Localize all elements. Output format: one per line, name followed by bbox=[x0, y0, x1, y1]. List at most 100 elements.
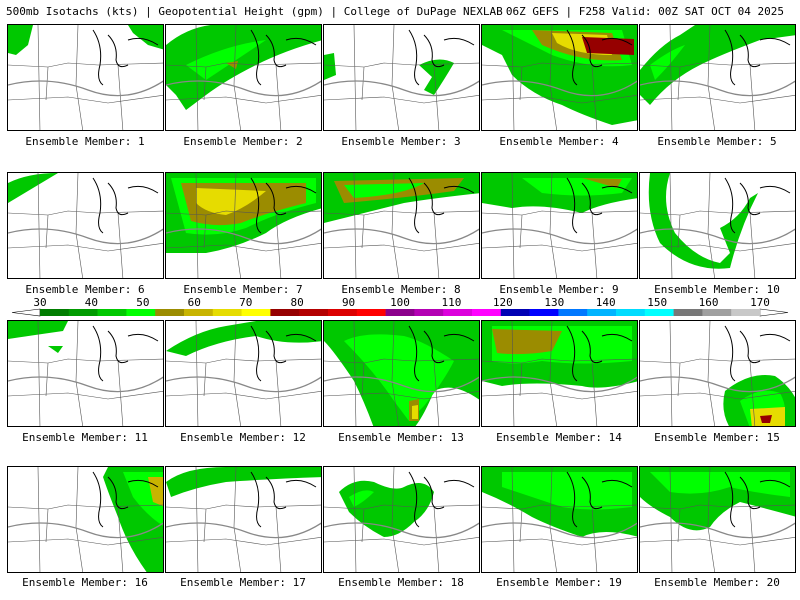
isotach-shading bbox=[349, 490, 374, 507]
ensemble-map-panel bbox=[639, 466, 796, 573]
state-borders bbox=[482, 25, 637, 130]
state-borders bbox=[8, 467, 163, 572]
colorbar-segment bbox=[616, 309, 646, 316]
great-lakes-coastline bbox=[250, 177, 317, 234]
ensemble-member-label: Ensemble Member: 18 bbox=[338, 576, 464, 589]
isotach-shading bbox=[648, 173, 758, 269]
colorbar-segment bbox=[212, 309, 242, 316]
ensemble-map-panel bbox=[165, 24, 322, 131]
map-svg bbox=[8, 467, 163, 572]
colorbar-segment bbox=[731, 309, 761, 316]
colorbar-segment bbox=[299, 309, 329, 316]
colorbar-segment bbox=[40, 309, 70, 316]
great-lakes-coastline bbox=[408, 29, 475, 86]
colorbar-segment bbox=[155, 309, 185, 316]
state-borders bbox=[8, 25, 163, 130]
map-svg bbox=[482, 25, 637, 130]
colorbar-tick-label: 80 bbox=[291, 296, 304, 309]
ensemble-member-label: Ensemble Member: 1 bbox=[25, 135, 145, 148]
great-lakes-coastline bbox=[724, 471, 791, 528]
map-title: 500mb Isotachs (kts) | Geopotential Heig… bbox=[6, 5, 503, 18]
state-borders bbox=[324, 467, 479, 572]
colorbar-segment bbox=[241, 309, 271, 316]
ensemble-map-panel bbox=[7, 172, 164, 279]
isotach-shading bbox=[166, 321, 321, 356]
colorbar-high-arrow bbox=[759, 308, 789, 317]
colorbar-segment bbox=[500, 309, 530, 316]
isotach-shading bbox=[492, 329, 562, 355]
great-lakes-coastline bbox=[724, 177, 791, 234]
great-lakes-coastline bbox=[250, 325, 317, 382]
height-contour bbox=[8, 80, 163, 97]
isotach-shading bbox=[502, 472, 632, 510]
great-lakes-coastline bbox=[250, 29, 317, 86]
colorbar-tick-label: 60 bbox=[188, 296, 201, 309]
colorbar-segment bbox=[356, 309, 386, 316]
isotach-shading bbox=[148, 477, 163, 507]
great-lakes-coastline bbox=[92, 325, 159, 382]
state-borders bbox=[166, 173, 321, 278]
map-svg bbox=[166, 467, 321, 572]
height-contour bbox=[8, 376, 163, 393]
ensemble-map-panel bbox=[165, 466, 322, 573]
isotach-shading bbox=[650, 472, 790, 497]
state-borders bbox=[166, 25, 321, 130]
ensemble-member-label: Ensemble Member: 11 bbox=[22, 431, 148, 444]
colorbar-segment bbox=[558, 309, 588, 316]
ensemble-member-label: Ensemble Member: 19 bbox=[496, 576, 622, 589]
ensemble-member-label: Ensemble Member: 12 bbox=[180, 431, 306, 444]
height-contour bbox=[166, 376, 321, 393]
map-svg bbox=[166, 25, 321, 130]
isotach-shading bbox=[48, 346, 63, 353]
colorbar-segment bbox=[702, 309, 732, 316]
great-lakes-coastline bbox=[92, 177, 159, 234]
great-lakes-coastline bbox=[92, 471, 159, 528]
isotach-shading bbox=[128, 25, 163, 50]
ensemble-member-label: Ensemble Member: 6 bbox=[25, 283, 145, 296]
colorbar-segment bbox=[68, 309, 98, 316]
map-svg bbox=[482, 321, 637, 426]
ensemble-member-label: Ensemble Member: 14 bbox=[496, 431, 622, 444]
colorbar-tick-label: 130 bbox=[544, 296, 564, 309]
ensemble-map-panel bbox=[323, 172, 480, 279]
map-svg bbox=[8, 173, 163, 278]
height-contour bbox=[8, 228, 163, 245]
isotach-shading bbox=[344, 334, 454, 421]
ensemble-member-label: Ensemble Member: 13 bbox=[338, 431, 464, 444]
isotach-shading bbox=[339, 480, 434, 537]
colorbar-tick-label: 110 bbox=[441, 296, 461, 309]
map-svg bbox=[324, 173, 479, 278]
great-lakes-coastline bbox=[408, 177, 475, 234]
ensemble-member-label: Ensemble Member: 5 bbox=[657, 135, 777, 148]
state-borders bbox=[8, 173, 163, 278]
height-contour bbox=[166, 80, 321, 97]
height-contour bbox=[8, 522, 163, 539]
height-contour bbox=[640, 80, 795, 97]
ensemble-map-panel bbox=[7, 466, 164, 573]
colorbar-tick-label: 40 bbox=[85, 296, 98, 309]
height-contour bbox=[482, 376, 637, 393]
colorbar-segment bbox=[97, 309, 127, 316]
ensemble-map-panel bbox=[323, 24, 480, 131]
map-svg bbox=[166, 321, 321, 426]
colorbar-tick-label: 30 bbox=[33, 296, 46, 309]
isotach-shading bbox=[8, 173, 58, 203]
height-contour bbox=[324, 80, 479, 97]
colorbar-segment bbox=[472, 309, 502, 316]
colorbar-segment bbox=[529, 309, 559, 316]
height-contour bbox=[482, 228, 637, 245]
isotach-shading bbox=[419, 59, 454, 95]
height-contour bbox=[166, 522, 321, 539]
isotach-shading bbox=[166, 467, 321, 497]
isotach-shading bbox=[640, 25, 795, 105]
great-lakes-coastline bbox=[92, 29, 159, 86]
isotach-shading bbox=[8, 25, 33, 55]
map-svg bbox=[8, 25, 163, 130]
map-svg bbox=[640, 173, 795, 278]
colorbar-tick-label: 120 bbox=[493, 296, 513, 309]
ensemble-member-label: Ensemble Member: 7 bbox=[183, 283, 303, 296]
ensemble-map-panel bbox=[481, 320, 638, 427]
state-borders bbox=[482, 173, 637, 278]
ensemble-member-label: Ensemble Member: 4 bbox=[499, 135, 619, 148]
height-contour bbox=[640, 228, 795, 245]
